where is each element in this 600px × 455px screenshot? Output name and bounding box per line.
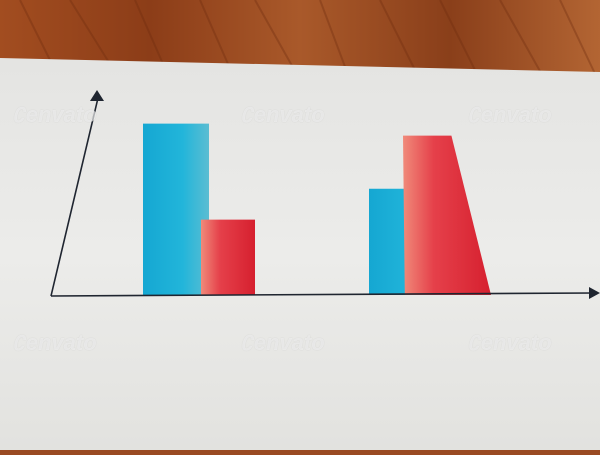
envato-leaf-logo-icon: ∁: [240, 333, 253, 355]
watermark: ∁envato: [12, 102, 97, 127]
watermark: ∁envato: [467, 102, 552, 127]
y-axis-arrow: [90, 90, 104, 101]
bar-series-2-group-2: [403, 135, 491, 295]
wood-grain: [19, 0, 599, 81]
watermark: ∁envato: [240, 102, 325, 127]
envato-leaf-logo-icon: ∁: [467, 105, 480, 127]
envato-leaf-logo-icon: ∁: [12, 105, 25, 127]
envato-leaf-logo-icon: ∁: [12, 333, 25, 355]
watermark: ∁envato: [467, 330, 552, 355]
bar-group: [143, 123, 491, 295]
x-axis-arrow: [589, 287, 600, 299]
bar-series-1-group-1: [143, 123, 209, 295]
envato-leaf-logo-icon: ∁: [467, 333, 480, 355]
watermark: ∁envato: [12, 330, 97, 355]
bar-series-2-group-1: [201, 219, 255, 295]
y-axis-line: [50, 97, 99, 297]
x-axis-line: [50, 292, 595, 297]
watermark: ∁envato: [240, 330, 325, 355]
envato-leaf-logo-icon: ∁: [240, 105, 253, 127]
chart-axes: [50, 90, 600, 299]
